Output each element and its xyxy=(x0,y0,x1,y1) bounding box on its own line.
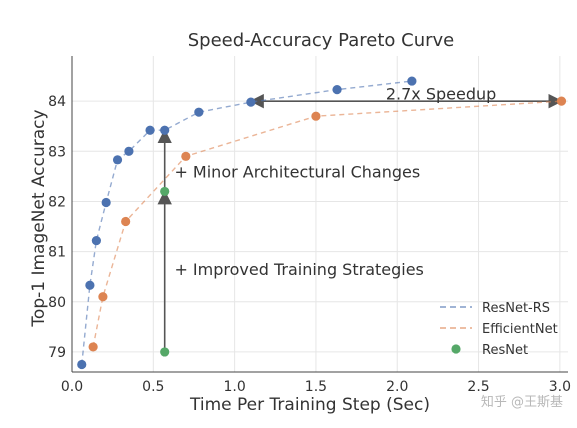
series-resnet xyxy=(160,186,170,357)
legend-label: ResNet xyxy=(482,343,528,358)
y-axis-label: Top-1 ImageNet Accuracy xyxy=(29,109,49,327)
x-axis-label: Time Per Training Step (Sec) xyxy=(189,395,430,415)
y-tick-label: 80 xyxy=(48,295,66,311)
y-tick-label: 82 xyxy=(48,194,66,210)
legend-swatch xyxy=(451,344,461,354)
data-point xyxy=(194,107,204,117)
data-point xyxy=(91,235,101,246)
x-tick-label: 2.5 xyxy=(467,379,489,395)
annotation-arrows xyxy=(157,93,563,352)
data-series xyxy=(77,76,567,370)
x-tick-label: 1.5 xyxy=(305,379,327,395)
data-point xyxy=(181,151,191,161)
series-resnet-rs xyxy=(77,76,417,370)
annotation-labels: 2.7x Speedup + Minor Architectural Change… xyxy=(174,85,496,280)
data-point xyxy=(145,125,155,135)
data-point xyxy=(124,146,134,156)
data-point xyxy=(332,85,342,95)
y-tick-label: 79 xyxy=(48,345,66,361)
legend-label: ResNet-RS xyxy=(482,301,550,316)
data-point xyxy=(98,292,108,302)
watermark: 知乎 @王斯基 xyxy=(480,395,563,410)
x-tick-label: 2.0 xyxy=(386,379,408,395)
data-point xyxy=(85,280,95,290)
y-tick-label: 83 xyxy=(48,144,66,160)
data-point xyxy=(407,76,417,86)
y-tick-label: 81 xyxy=(48,245,66,261)
data-point xyxy=(160,125,170,135)
annotation-label: + Improved Training Strategies xyxy=(174,260,423,279)
data-point xyxy=(246,97,256,107)
x-tick-label: 0.5 xyxy=(142,379,164,395)
axes-frame xyxy=(71,56,568,373)
annotation-label: + Minor Architectural Changes xyxy=(174,162,420,181)
data-point xyxy=(556,96,567,106)
x-tick-labels: 0.0 0.5 1.0 1.5 2.0 2.5 3.0 xyxy=(61,379,571,395)
data-point xyxy=(77,359,87,370)
series-efficientnet xyxy=(88,96,567,352)
x-tick-label: 1.0 xyxy=(223,379,245,395)
data-point xyxy=(160,347,170,357)
data-point xyxy=(311,111,321,121)
legend-label: EfficientNet xyxy=(482,322,558,337)
data-point xyxy=(101,197,111,208)
y-tick-label: 84 xyxy=(48,94,66,110)
x-tick-label: 0.0 xyxy=(61,379,83,395)
data-point xyxy=(112,155,123,165)
y-tick-labels: 79 80 81 82 83 84 xyxy=(48,94,66,361)
data-point xyxy=(121,216,131,227)
series-line xyxy=(92,100,562,348)
x-tick-label: 3.0 xyxy=(549,379,571,395)
legend: ResNet-RS EfficientNet ResNet xyxy=(440,301,558,358)
series-line xyxy=(81,80,412,365)
data-point xyxy=(160,186,170,197)
chart-title: Speed-Accuracy Pareto Curve xyxy=(188,30,454,51)
data-point xyxy=(88,342,98,352)
annotation-label: 2.7x Speedup xyxy=(386,85,496,104)
